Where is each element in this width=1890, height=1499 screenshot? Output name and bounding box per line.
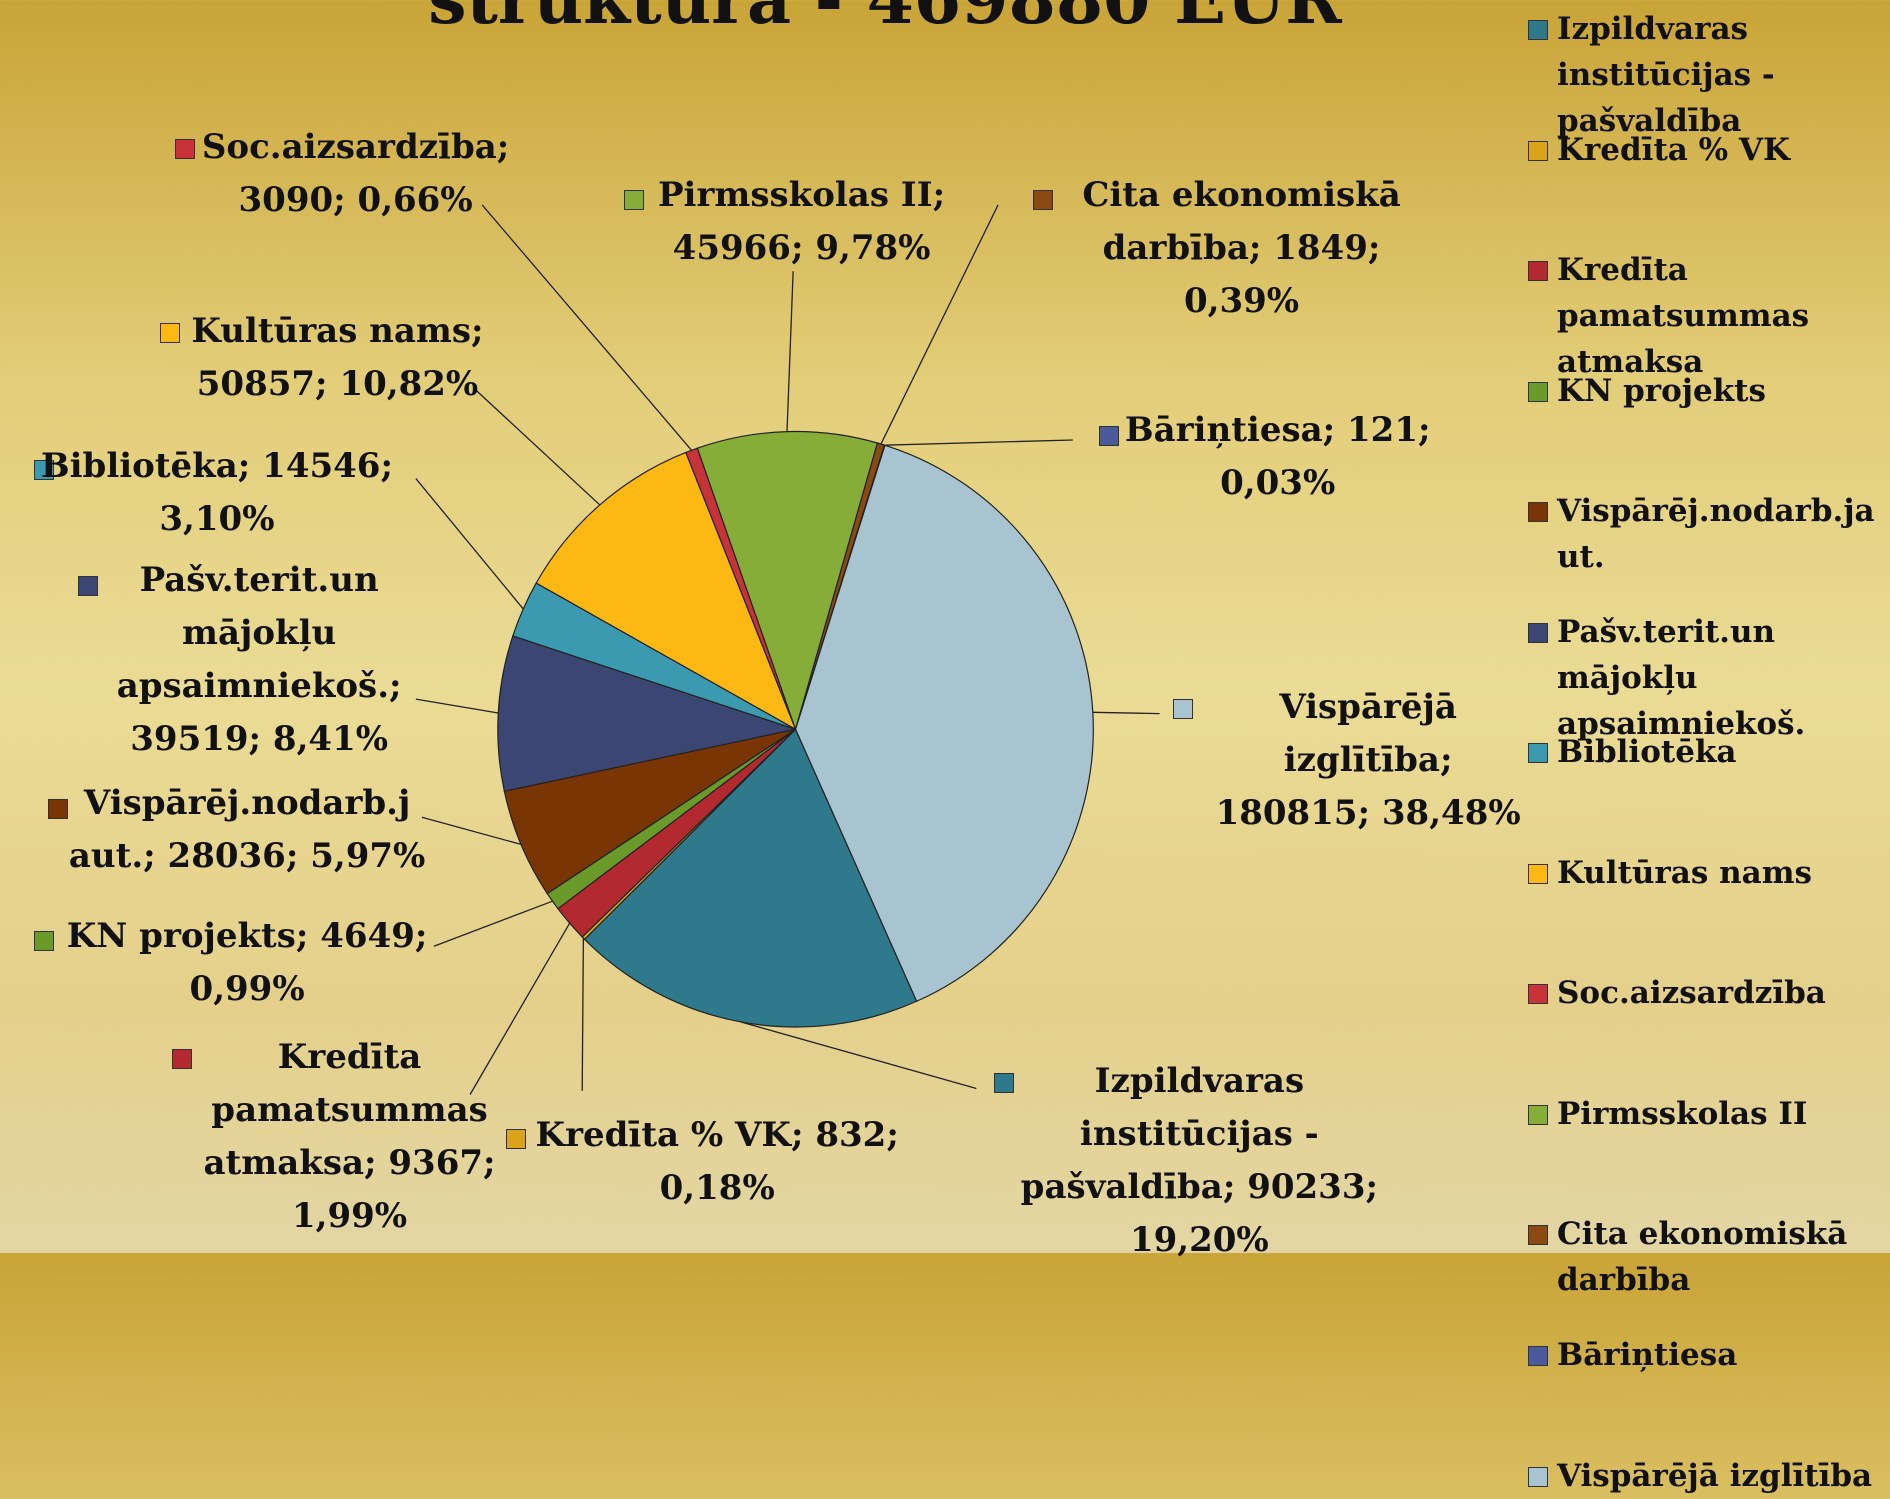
leader-line: [740, 1021, 977, 1090]
legend-label: Kultūras nams: [1557, 854, 1812, 891]
legend-label: Pašv.terit.un mājokļu apsaimniekoš.: [1557, 613, 1806, 742]
legend-swatch: [1528, 20, 1548, 41]
label-swatch: [33, 930, 54, 951]
label-swatch: [160, 323, 181, 344]
data-label: KN projekts; 4649; 0,99%: [66, 916, 428, 1010]
leader-line: [415, 478, 524, 610]
label-swatch: [1172, 699, 1193, 720]
legend-label: Kredīta pamatsummas atmaksa: [1557, 252, 1810, 381]
pie-slice: [535, 451, 797, 731]
leader-line: [421, 816, 522, 846]
data-label: Soc.aizsardzība; 3090; 0,66%: [201, 126, 510, 220]
legend-label: Kredīta % VK: [1557, 131, 1790, 168]
legend-swatch: [1528, 140, 1548, 161]
label-swatch: [994, 1072, 1015, 1093]
data-label: Bāriņtiesa; 121; 0,03%: [1124, 409, 1431, 503]
chart: [415, 204, 1160, 1095]
label-swatch: [78, 576, 99, 597]
legend-swatch: [1528, 1225, 1548, 1246]
pie-slice: [696, 430, 879, 732]
legend-swatch: [1528, 743, 1548, 764]
legend-label: Soc.aizsardzība: [1557, 975, 1826, 1012]
data-label: Izpildvaras institūcijas - pašvaldība; 9…: [1020, 1060, 1379, 1260]
label-swatch: [33, 460, 54, 481]
legend-swatch: [1528, 863, 1548, 884]
leader-line: [880, 204, 999, 445]
leader-line: [1092, 711, 1160, 715]
leader-line: [433, 900, 553, 947]
legend-swatch: [1528, 502, 1548, 523]
leader-line: [786, 271, 794, 432]
leader-line: [884, 439, 1073, 446]
legend-label: Pirmsskolas II: [1557, 1095, 1808, 1132]
pie-slice: [497, 635, 798, 792]
legend-swatch: [1528, 1345, 1548, 1366]
leader-line: [581, 938, 585, 1091]
data-label: Kredīta pamatsummas atmaksa; 9367; 1,99%: [203, 1036, 496, 1236]
legend-label: Vispārēj.nodarb.jaut.: [1557, 493, 1875, 576]
legend-label: Vispārējā izglītība: [1557, 1457, 1873, 1494]
legend-swatch: [1528, 1466, 1548, 1487]
data-label: Kredīta % VK; 832; 0,18%: [535, 1114, 899, 1208]
leader-line: [481, 204, 693, 451]
data-label: Pašv.terit.un mājokļu apsaimniekoš.; 395…: [116, 560, 402, 760]
pie-slice: [583, 728, 918, 1028]
chart-title: struktura - 469880 EUR: [428, 0, 1342, 40]
data-label: Vispārējā izglītība; 180815; 38,48%: [1215, 687, 1521, 834]
legend-label: Cita ekonomiskā darbība: [1557, 1216, 1848, 1299]
data-label: Vispārēj.nodarb.j aut.; 28036; 5,97%: [68, 783, 426, 877]
leader-line: [469, 922, 571, 1095]
label-swatch: [1099, 425, 1120, 446]
label-swatch: [172, 1048, 193, 1069]
label-swatch: [174, 138, 195, 159]
legend-label: KN projekts: [1557, 372, 1766, 409]
label-swatch: [1033, 190, 1054, 211]
legend-swatch: [1528, 984, 1548, 1005]
legend-swatch: [1528, 381, 1548, 402]
legend-label: Bāriņtiesa: [1557, 1336, 1738, 1373]
leader-line: [415, 698, 499, 714]
pie-slice: [794, 444, 1094, 1003]
legend-swatch: [1528, 622, 1548, 643]
legend-label: Izpildvaras institūcijas - pašvaldība: [1557, 11, 1775, 140]
legend-swatch: [1528, 261, 1548, 282]
label-swatch: [624, 190, 645, 211]
data-label: Bibliotēka; 14546; 3,10%: [40, 445, 393, 539]
data-label: Kultūras nams; 50857; 10,82%: [191, 310, 484, 404]
data-label: Pirmsskolas II; 45966; 9,78%: [657, 174, 946, 268]
label-swatch: [48, 799, 69, 820]
label-swatch: [506, 1129, 527, 1150]
legend-swatch: [1528, 1104, 1548, 1125]
data-label: Cita ekonomiskā darbība; 1849; 0,39%: [1082, 174, 1401, 321]
leader-line: [473, 387, 601, 506]
legend-label: Bibliotēka: [1557, 734, 1737, 771]
